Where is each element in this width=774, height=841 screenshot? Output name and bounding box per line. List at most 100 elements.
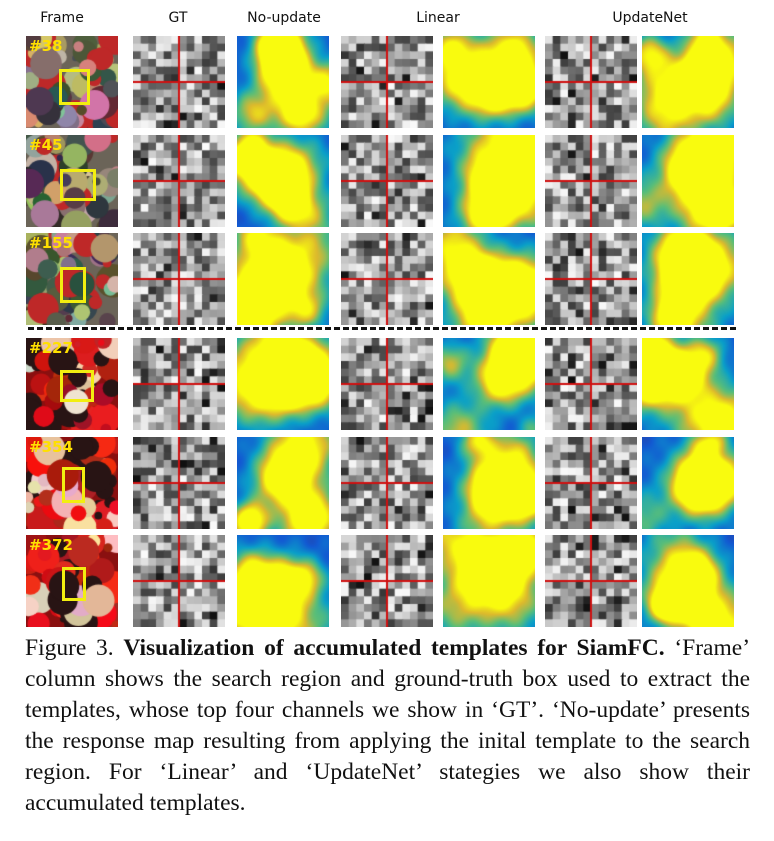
response-heatmap-image [237, 135, 329, 227]
header-updatenet: UpdateNet [612, 10, 688, 26]
ground-truth-box [60, 169, 96, 201]
template-channels-image [545, 535, 637, 627]
response-heatmap-image [237, 535, 329, 627]
updatenet-response-map [642, 233, 734, 325]
template-channels-image [133, 36, 225, 128]
response-heatmap-image [443, 135, 535, 227]
linear-template [341, 437, 433, 529]
gt-template [133, 36, 225, 128]
template-channels-image [341, 233, 433, 325]
updatenet-template [545, 36, 637, 128]
frame-thumbnail: #38 [26, 36, 118, 128]
frame-image [26, 437, 118, 529]
template-channels-image [133, 535, 225, 627]
frame-number-label: #227 [29, 339, 73, 357]
frame-thumbnail: #354 [26, 437, 118, 529]
template-channels-image [133, 233, 225, 325]
updatenet-template [545, 135, 637, 227]
template-channels-image [545, 437, 637, 529]
header-no-update: No-update [247, 10, 321, 26]
figure-caption: Figure 3. Visualization of accumulated t… [25, 633, 750, 819]
linear-template [341, 36, 433, 128]
updatenet-response-map [642, 535, 734, 627]
linear-response-map [443, 233, 535, 325]
updatenet-template [545, 233, 637, 325]
frame-image [26, 135, 118, 227]
gt-template [133, 338, 225, 430]
ground-truth-box [60, 370, 94, 402]
template-channels-image [133, 338, 225, 430]
template-channels-image [545, 36, 637, 128]
header-frame: Frame [40, 10, 84, 26]
response-heatmap-image [642, 535, 734, 627]
updatenet-response-map [642, 338, 734, 430]
linear-response-map [443, 135, 535, 227]
no-update-response-map [237, 437, 329, 529]
response-heatmap-image [443, 36, 535, 128]
frame-thumbnail: #227 [26, 338, 118, 430]
template-channels-image [341, 135, 433, 227]
figure-title: Visualization of accumulated templates f… [123, 635, 665, 661]
response-heatmap-image [642, 135, 734, 227]
no-update-response-map [237, 135, 329, 227]
ground-truth-box [62, 467, 85, 503]
frame-number-label: #38 [29, 37, 63, 55]
response-heatmap-image [237, 233, 329, 325]
frame-image [26, 233, 118, 325]
template-channels-image [341, 338, 433, 430]
template-channels-image [133, 135, 225, 227]
header-gt: GT [168, 10, 188, 26]
response-heatmap-image [443, 437, 535, 529]
frame-number-label: #155 [29, 234, 73, 252]
template-channels-image [545, 135, 637, 227]
linear-template [341, 135, 433, 227]
response-heatmap-image [443, 338, 535, 430]
frame-image [26, 338, 118, 430]
linear-response-map [443, 338, 535, 430]
frame-thumbnail: #155 [26, 233, 118, 325]
template-channels-image [545, 233, 637, 325]
template-channels-image [341, 535, 433, 627]
linear-template [341, 535, 433, 627]
linear-template [341, 338, 433, 430]
no-update-response-map [237, 36, 329, 128]
ground-truth-box [60, 267, 86, 303]
template-channels-image [133, 437, 225, 529]
gt-template [133, 233, 225, 325]
response-heatmap-image [443, 233, 535, 325]
response-heatmap-image [237, 338, 329, 430]
linear-response-map [443, 535, 535, 627]
response-heatmap-image [237, 36, 329, 128]
frame-image [26, 535, 118, 627]
frame-number-label: #372 [29, 536, 73, 554]
frame-number-label: #354 [29, 438, 73, 456]
response-heatmap-image [642, 338, 734, 430]
ground-truth-box [62, 567, 86, 601]
no-update-response-map [237, 535, 329, 627]
frame-number-label: #45 [29, 136, 63, 154]
figure-label: Figure 3. [25, 635, 114, 661]
response-heatmap-image [642, 36, 734, 128]
linear-response-map [443, 36, 535, 128]
updatenet-template [545, 535, 637, 627]
header-linear: Linear [416, 10, 460, 26]
response-heatmap-image [642, 233, 734, 325]
updatenet-response-map [642, 437, 734, 529]
gt-template [133, 437, 225, 529]
ground-truth-box [59, 69, 90, 105]
response-heatmap-image [237, 437, 329, 529]
response-heatmap-image [642, 437, 734, 529]
gt-template [133, 135, 225, 227]
frame-thumbnail: #45 [26, 135, 118, 227]
updatenet-response-map [642, 36, 734, 128]
dashed-separator [28, 327, 736, 330]
no-update-response-map [237, 233, 329, 325]
template-channels-image [341, 437, 433, 529]
linear-response-map [443, 437, 535, 529]
figure-caption-body: ‘Frame’ column shows the search region a… [25, 635, 751, 816]
frame-image [26, 36, 118, 128]
no-update-response-map [237, 338, 329, 430]
response-heatmap-image [443, 535, 535, 627]
frame-thumbnail: #372 [26, 535, 118, 627]
template-channels-image [545, 338, 637, 430]
